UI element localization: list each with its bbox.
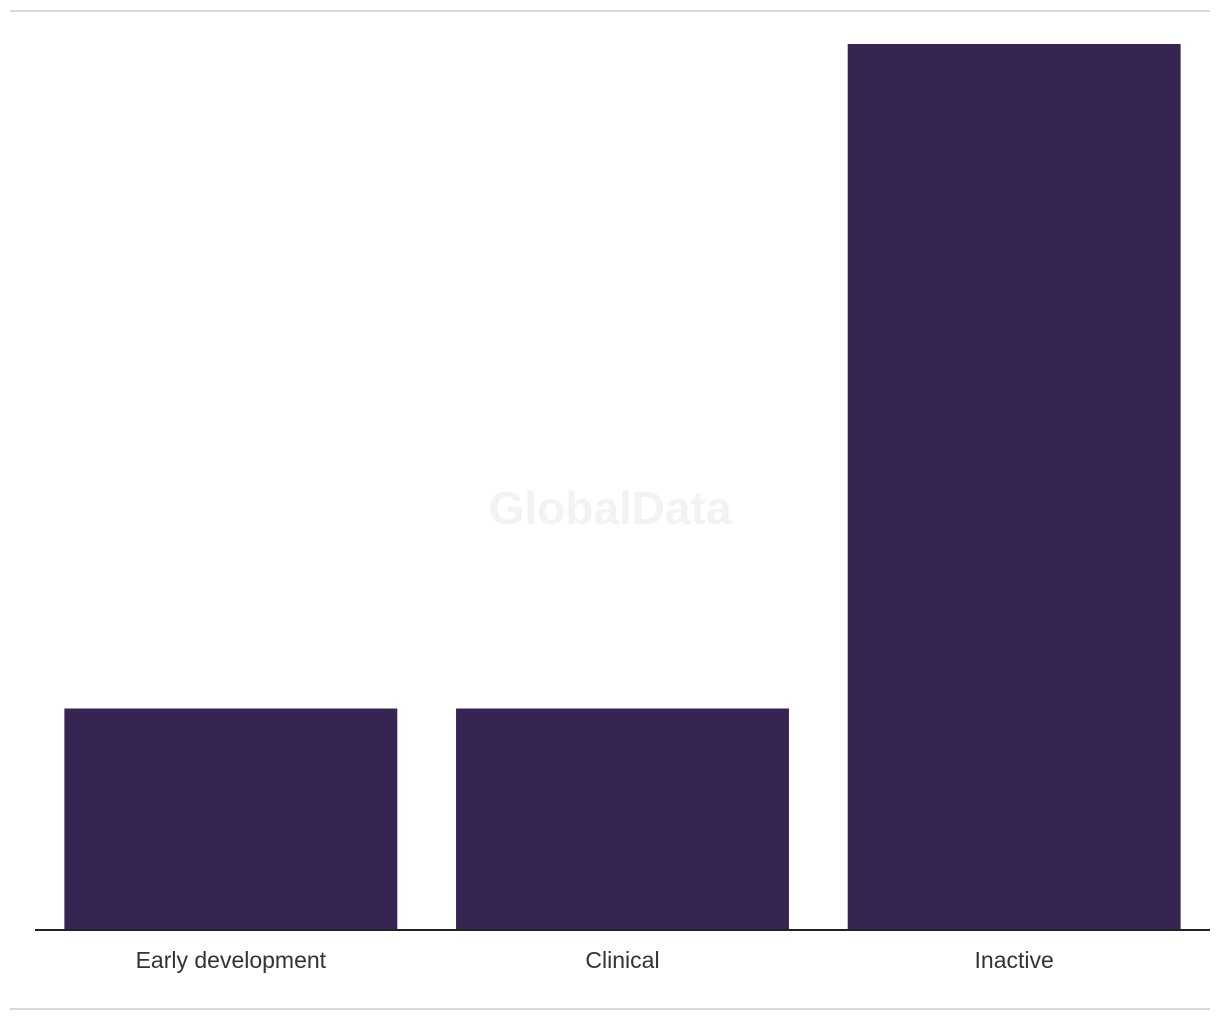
x-tick-label: Inactive [975,947,1054,973]
x-tick-label: Early development [136,947,327,973]
bar [847,44,1181,930]
watermark: GlobalData [489,482,732,534]
x-tick-label: Clinical [585,947,659,973]
bar [456,708,789,930]
bar [64,708,398,930]
